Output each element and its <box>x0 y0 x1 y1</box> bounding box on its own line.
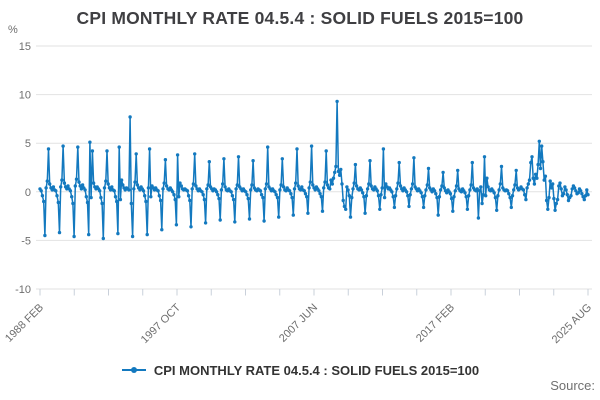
x-tick-label: 1997 OCT <box>139 301 184 346</box>
y-tick-label: -10 <box>15 284 31 296</box>
x-tick-label: 1988 FEB <box>3 302 46 345</box>
series-point-markers[interactable] <box>38 99 590 241</box>
legend-line-marker-icon <box>121 367 146 373</box>
chart-title: CPI MONTHLY RATE 04.5.4 : SOLID FUELS 20… <box>76 8 524 28</box>
x-axis-tick-labels: 1988 FEB 1997 OCT 2007 JUN 2017 FEB 2025 AUG <box>3 301 594 346</box>
y-tick-label: 15 <box>19 41 31 53</box>
y-tick-label: 0 <box>25 187 31 199</box>
source-note: Source: <box>550 378 595 393</box>
x-axis-ticks <box>39 289 589 296</box>
y-axis-unit-label: % <box>8 24 18 36</box>
x-tick-label: 2025 AUG <box>550 302 594 346</box>
gridlines <box>36 45 592 290</box>
y-tick-label: 5 <box>25 138 31 150</box>
series-line[interactable] <box>39 100 589 240</box>
x-tick-label: 2007 JUN <box>277 302 320 345</box>
x-tick-label: 2017 FEB <box>414 302 457 345</box>
y-axis-tick-labels: 15 10 5 0 -5 -10 <box>15 41 31 296</box>
legend-series-label: CPI MONTHLY RATE 04.5.4 : SOLID FUELS 20… <box>153 362 480 378</box>
y-tick-label: 10 <box>19 90 31 102</box>
legend[interactable]: CPI MONTHLY RATE 04.5.4 : SOLID FUELS 20… <box>0 360 600 380</box>
y-tick-label: -5 <box>21 235 31 247</box>
